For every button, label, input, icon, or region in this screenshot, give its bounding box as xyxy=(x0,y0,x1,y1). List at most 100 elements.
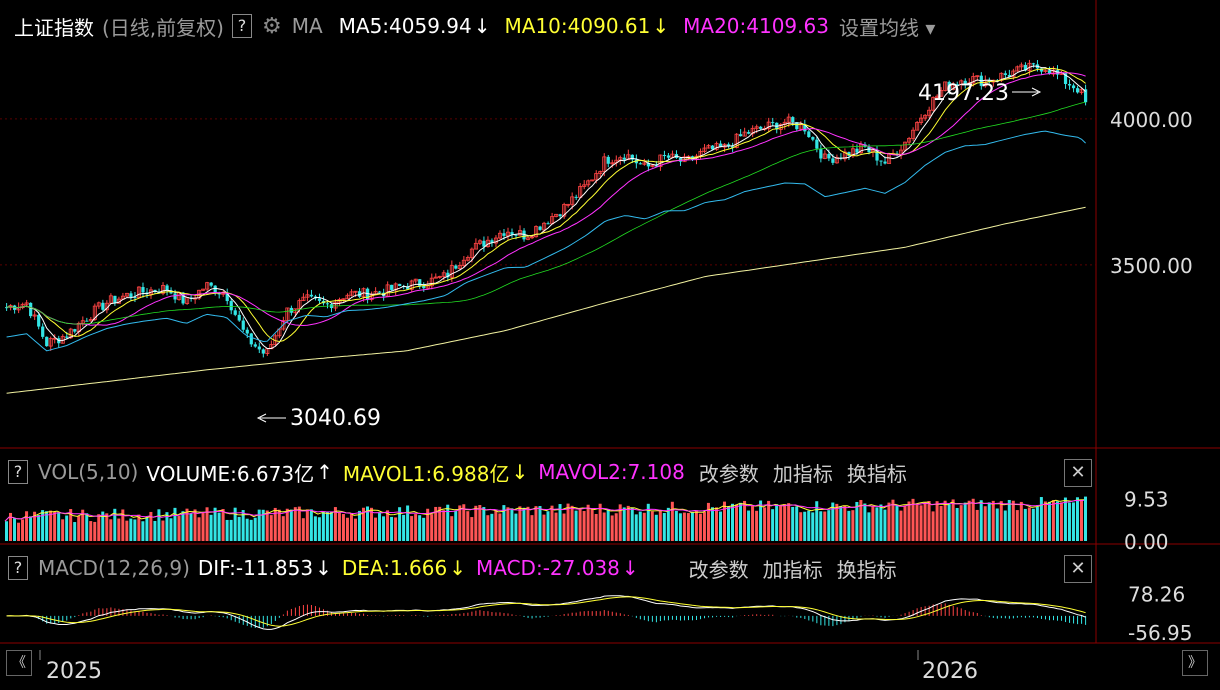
volume-bar xyxy=(791,506,795,541)
candle-body xyxy=(449,265,454,278)
ma-settings-dropdown[interactable]: 设置均线 ▾ xyxy=(838,15,936,40)
volume-bar xyxy=(490,513,494,541)
candle-body xyxy=(534,226,539,238)
candle-body xyxy=(165,285,169,291)
volume-bar xyxy=(542,514,546,541)
candle-body xyxy=(1067,84,1072,86)
volume-bar xyxy=(590,509,594,541)
volume-bar xyxy=(113,508,117,541)
volume-bar xyxy=(1071,502,1075,541)
add-indicator-button[interactable]: 加指标 xyxy=(772,461,833,486)
candle-body xyxy=(662,155,667,157)
volume-bar xyxy=(514,513,518,541)
candle-body xyxy=(1015,66,1020,72)
volume-bar xyxy=(333,507,337,541)
volume-bar xyxy=(506,507,510,541)
volume-bar xyxy=(69,509,73,541)
candle-body xyxy=(542,222,547,231)
volume-bar xyxy=(634,514,638,541)
help-button[interactable]: ? xyxy=(231,14,252,38)
candle-body xyxy=(333,301,338,309)
volume-bar xyxy=(337,512,341,541)
scroll-left-button[interactable]: 《 xyxy=(6,650,32,676)
volume-bar xyxy=(13,518,17,541)
volume-bar xyxy=(309,509,313,541)
candle-body xyxy=(867,146,871,153)
volume-bar xyxy=(133,519,137,541)
volume-bar xyxy=(835,503,839,541)
volume-bar xyxy=(366,506,370,541)
candle-body xyxy=(461,259,466,266)
volume-bar xyxy=(273,507,277,541)
volume-bar xyxy=(863,503,867,541)
candle-body xyxy=(739,134,743,137)
volume-bar xyxy=(919,505,923,541)
volume-bar xyxy=(995,508,999,541)
candle-body xyxy=(422,285,426,289)
candle-body xyxy=(173,293,177,300)
candle-body xyxy=(510,232,514,235)
close-icon[interactable]: ✕ xyxy=(1064,459,1092,487)
volume-bar xyxy=(951,499,955,541)
volume-bar xyxy=(422,517,426,541)
candle-body xyxy=(842,151,847,160)
scroll-right-button[interactable]: 》 xyxy=(1182,650,1208,676)
volume-bar xyxy=(903,505,907,541)
switch-indicator-button[interactable]: 换指标 xyxy=(846,461,907,486)
mavol1-value: MAVOL1:6.988亿 xyxy=(342,461,510,486)
candle-body xyxy=(831,158,835,163)
ma5-line xyxy=(6,65,1086,349)
volume-bar xyxy=(823,511,827,541)
volume-bar xyxy=(682,512,686,541)
volume-bar xyxy=(341,514,345,541)
candle-body xyxy=(305,294,310,298)
volume-bar xyxy=(141,521,145,541)
volume-bar xyxy=(642,512,646,541)
macd-value: MACD:-27.038 xyxy=(476,556,620,580)
candle-body xyxy=(827,153,831,159)
candle-body xyxy=(5,307,9,309)
volume-bar xyxy=(97,514,101,541)
volume-bar xyxy=(466,511,470,541)
macd-name: MACD(12,26,9) xyxy=(38,556,190,580)
volume-bar xyxy=(755,510,759,541)
candle-body xyxy=(1063,73,1068,85)
candle-body xyxy=(129,293,133,298)
gear-icon[interactable]: ⚙ xyxy=(261,13,282,39)
switch-indicator-button[interactable]: 换指标 xyxy=(836,557,897,582)
help-button[interactable]: ? xyxy=(8,460,28,484)
candle-body xyxy=(658,154,663,167)
volume-bar xyxy=(594,513,598,541)
candle-body xyxy=(85,320,89,322)
close-icon[interactable]: ✕ xyxy=(1064,555,1092,583)
candle-body xyxy=(437,275,442,278)
volume-bar xyxy=(887,502,891,541)
volume-bar xyxy=(177,516,181,541)
volume-bar xyxy=(305,509,309,541)
volume-bar xyxy=(1059,502,1063,541)
volume-bar xyxy=(474,505,478,541)
volume-bar xyxy=(610,515,614,541)
arrow-left-icon xyxy=(256,413,267,423)
add-indicator-button[interactable]: 加指标 xyxy=(762,557,823,582)
x-tick-label: 2025 xyxy=(46,659,102,684)
volume-bar xyxy=(261,509,265,541)
candle-body xyxy=(353,290,358,293)
candle-body xyxy=(642,162,647,165)
volume-bar xyxy=(686,513,690,541)
candle-body xyxy=(29,302,33,317)
volume-bar xyxy=(357,510,361,541)
candle-body xyxy=(727,144,731,147)
edit-params-button[interactable]: 改参数 xyxy=(698,461,759,486)
edit-params-button[interactable]: 改参数 xyxy=(688,557,749,582)
help-button[interactable]: ? xyxy=(8,556,28,580)
volume-bar xyxy=(1063,497,1067,541)
volume-bar xyxy=(538,506,542,541)
volume-bar xyxy=(49,510,53,541)
volume-bar xyxy=(771,509,775,541)
candle-body xyxy=(626,154,631,161)
volume-bar xyxy=(73,522,77,541)
high-price-annotation: 4197.23 xyxy=(918,81,1009,106)
candle-body xyxy=(562,204,567,217)
